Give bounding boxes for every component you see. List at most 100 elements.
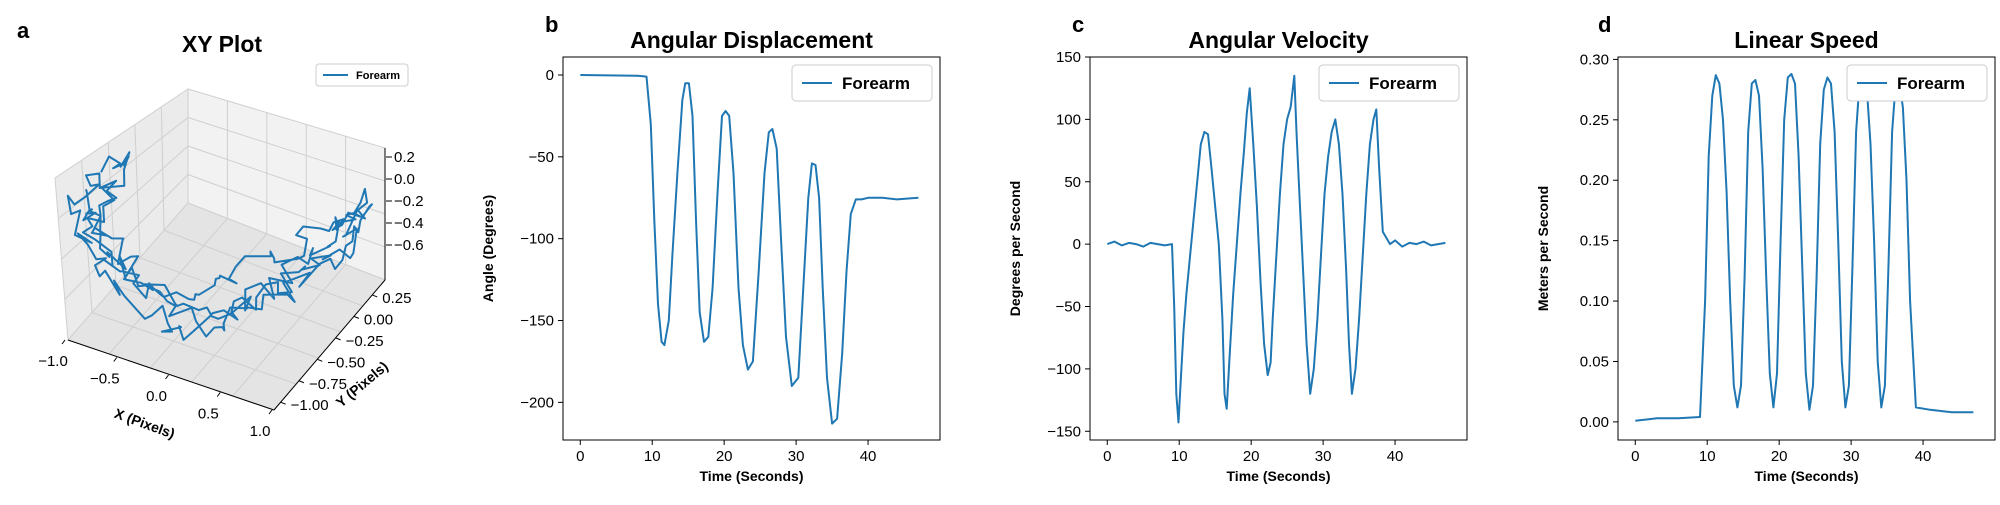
grid-line (232, 264, 346, 397)
x-tick-label: 0 (1103, 448, 1111, 465)
legend-box (791, 64, 933, 102)
x-axis-label: X (Pixels) (112, 405, 177, 442)
x-tick-label: 0 (576, 448, 584, 465)
y-tick-mark (298, 380, 305, 384)
series-line-forearm (1106, 74, 1446, 424)
legend-label: Forearm (1897, 74, 1965, 93)
y-tick-label: −100 (1047, 361, 1081, 378)
y-tick-label: 0.25 (1580, 112, 1609, 129)
legend: Forearm (315, 63, 409, 87)
y-tick-label: 0.15 (1580, 233, 1609, 250)
series-line-forearm (1635, 72, 1974, 422)
panel-d: d Linear Speed 0 10 20 30 40 0.00 0.05 0.10 0.15 0.… (1535, 12, 1996, 484)
legend: Forearm (791, 64, 933, 102)
x-tick-label: 40 (1915, 448, 1932, 465)
x-tick-mark (113, 357, 118, 362)
x-tick-label: 30 (1843, 448, 1860, 465)
x-tick-label: 10 (1171, 448, 1188, 465)
x-axis-label: Time (Seconds) (1755, 468, 1859, 484)
y-tick-label: −1.00 (291, 397, 329, 414)
series-line-forearm (580, 74, 919, 425)
y-tick-label: 0.00 (1580, 414, 1609, 431)
x-tick-label: 10 (1699, 448, 1716, 465)
x-axis-label: Time (Seconds) (700, 468, 804, 484)
x-tick-label: 40 (1387, 448, 1404, 465)
y-axis-label: Angle (Degrees) (480, 195, 496, 302)
z-tick-label: 0.0 (394, 171, 415, 188)
legend-label: Forearm (356, 70, 400, 82)
x-tick-mark (216, 392, 221, 397)
y-tick-label: −200 (520, 394, 554, 411)
y-tick-label: 0.05 (1580, 353, 1609, 370)
series-line-forearm (66, 151, 373, 341)
y-tick-mark (317, 358, 323, 362)
y-tick-label: 0.25 (382, 290, 411, 307)
x-tick-label: 1.0 (250, 423, 271, 440)
grid-line (108, 218, 228, 355)
x-tick-label: 30 (788, 448, 805, 465)
x-tick-mark (268, 409, 273, 415)
plot-frame (1089, 56, 1468, 441)
z-tick-label: −0.4 (394, 215, 424, 232)
legend-box (1846, 64, 1988, 102)
legend-label: Forearm (842, 74, 910, 93)
y-tick-label: −0.50 (327, 354, 365, 371)
y-tick-label: 0 (1073, 236, 1081, 253)
y-axis-line (273, 279, 386, 411)
chart-title: XY Plot (182, 31, 262, 57)
y-tick-label: 0.00 (364, 311, 393, 328)
y-axis-label: Degrees per Second (1007, 181, 1023, 316)
panel-letter: a (17, 18, 30, 43)
y-tick-label: −50 (529, 149, 554, 166)
x-tick-label: 0.0 (146, 388, 167, 405)
legend-label: Forearm (1369, 74, 1437, 93)
legend: Forearm (1318, 64, 1460, 102)
x-tick-label: 20 (1771, 448, 1788, 465)
grid-line (187, 117, 386, 182)
panel-a: a XY Plot −1.0 −0.5 0.0 0.5 1.0 −1.00 −0.75 −0.50… (17, 18, 424, 442)
x-tick-label: 30 (1315, 448, 1332, 465)
x-axis-line (67, 339, 275, 411)
y-tick-mark (372, 294, 378, 298)
y-tick-label: −50 (1056, 299, 1081, 316)
chart-title: Angular Velocity (1188, 27, 1368, 53)
x-tick-label: 0.5 (198, 406, 219, 423)
y-tick-mark (353, 315, 360, 319)
x-tick-label: 20 (1243, 448, 1260, 465)
plot-frame (562, 56, 941, 441)
grid-line (163, 229, 363, 307)
panel-letter: d (1598, 12, 1611, 37)
plot-frame (1617, 56, 1996, 441)
legend-box (315, 63, 409, 87)
grid-line (91, 312, 297, 385)
legend: Forearm (1846, 64, 1988, 102)
y-tick-label: 0 (546, 67, 554, 84)
panel-letter: c (1072, 12, 1084, 37)
y-tick-label: 0.30 (1580, 51, 1609, 68)
grid-line (139, 257, 341, 333)
x-tick-label: −0.5 (90, 371, 120, 388)
x-tick-label: 20 (716, 448, 733, 465)
legend-box (1318, 64, 1460, 102)
x-tick-label: 10 (644, 448, 661, 465)
grid-line (191, 248, 307, 383)
y-tick-label: −150 (1047, 423, 1081, 440)
x-axis-label: Time (Seconds) (1227, 468, 1331, 484)
y-tick-mark (280, 401, 286, 405)
x-tick-label: 0 (1631, 448, 1639, 465)
y-tick-label: 50 (1064, 174, 1081, 191)
x-tick-mark (61, 339, 66, 345)
y-axis-label: Meters per Second (1535, 186, 1551, 311)
x-tick-mark (165, 374, 169, 380)
panel-c: c Angular Velocity 0 10 20 30 40 150 100 50 0 −50 −1… (1007, 12, 1468, 484)
grid-line (64, 174, 189, 300)
y-tick-label: −150 (520, 313, 554, 330)
z-tick-label: 0.2 (394, 149, 415, 166)
y-tick-label: −0.25 (346, 333, 384, 350)
grid-line (115, 284, 319, 359)
panel-letter: b (545, 12, 558, 37)
y-tick-label: −100 (520, 231, 554, 248)
y-tick-label: 100 (1056, 111, 1081, 128)
